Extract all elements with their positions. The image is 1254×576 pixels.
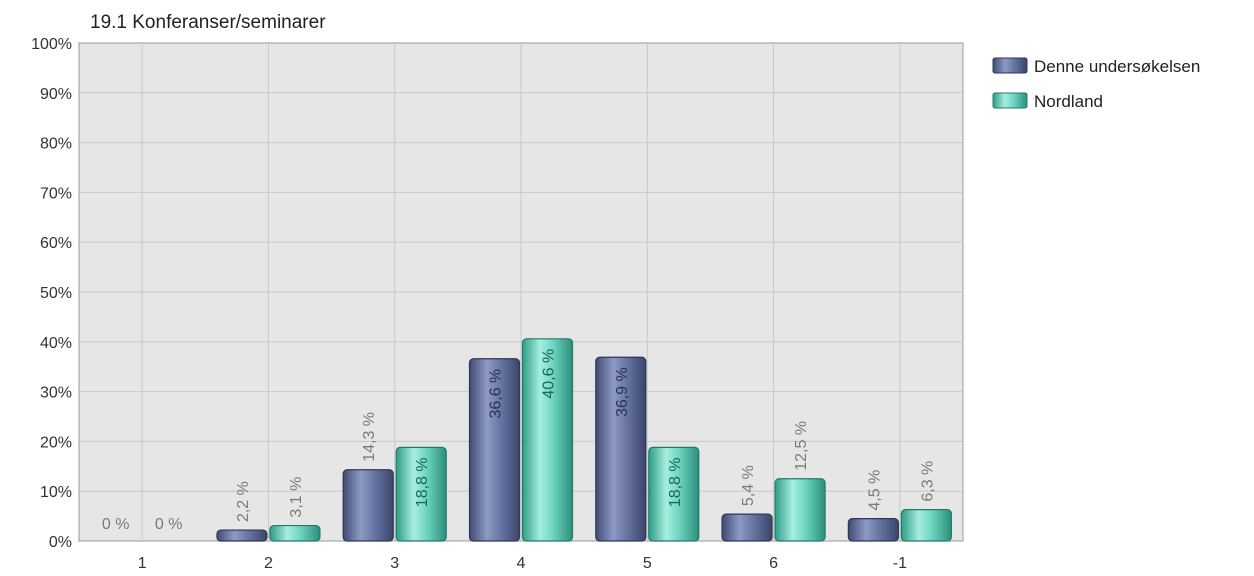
y-tick-label: 50% xyxy=(40,285,72,302)
data-label: 0 % xyxy=(102,516,130,533)
y-tick-label: 80% xyxy=(40,136,72,153)
bar-nordland-3 xyxy=(395,446,447,542)
legend: Denne undersøkelsen Nordland xyxy=(992,57,1200,111)
data-label: 18,8 % xyxy=(667,457,684,507)
x-tick-label: 2 xyxy=(264,555,273,572)
y-tick-label: 40% xyxy=(40,335,72,352)
x-tick-label: 6 xyxy=(769,555,778,572)
data-label: 0 % xyxy=(155,516,183,533)
bar-nordland-4 xyxy=(521,338,574,542)
y-tick-label: 90% xyxy=(40,86,72,103)
bar-denne-4 xyxy=(468,358,521,542)
data-label: 40,6 % xyxy=(541,349,558,399)
y-tick-label: 20% xyxy=(40,434,72,451)
bar-denne-6 xyxy=(721,513,773,542)
bar-denne-2 xyxy=(216,529,268,542)
data-label: 36,9 % xyxy=(614,367,631,417)
legend-swatch xyxy=(992,57,1028,74)
x-tick-label: 1 xyxy=(138,555,147,572)
data-label: 36,6 % xyxy=(488,369,505,419)
y-tick-label: 60% xyxy=(40,235,72,252)
x-axis: 1 2 3 4 5 6 -1 xyxy=(138,555,907,572)
data-labels: 0 % 2,2 % 14,3 % 36,6 % 36,9 % 5,4 % 4,5 % 0 % 3… xyxy=(102,349,937,533)
y-tick-label: 100% xyxy=(31,36,72,53)
data-label: 14,3 % xyxy=(361,412,378,462)
x-tick-label: -1 xyxy=(893,555,907,572)
bar-nordland-5 xyxy=(648,446,700,542)
legend-swatch xyxy=(992,92,1028,109)
data-label: 5,4 % xyxy=(740,465,757,506)
bar-denne--1 xyxy=(847,517,899,542)
x-tick-label: 4 xyxy=(517,555,526,572)
x-tick-label: 5 xyxy=(643,555,652,572)
y-tick-label: 10% xyxy=(40,484,72,501)
y-tick-label: 30% xyxy=(40,385,72,402)
bars xyxy=(216,338,952,542)
data-label: 18,8 % xyxy=(414,457,431,507)
x-tick-label: 3 xyxy=(390,555,399,572)
legend-label: Nordland xyxy=(1034,92,1103,111)
data-label: 2,2 % xyxy=(235,481,252,522)
y-tick-label: 70% xyxy=(40,185,72,202)
y-axis: 0% 10% 20% 30% 40% 50% 60% 70% 80% 90% 100% xyxy=(31,36,72,551)
bar-denne-5 xyxy=(595,356,647,542)
bar-denne-3 xyxy=(342,469,394,542)
y-tick-label: 0% xyxy=(49,534,72,551)
bar-nordland--1 xyxy=(900,509,952,542)
data-label: 4,5 % xyxy=(866,470,883,511)
data-label: 3,1 % xyxy=(288,477,305,518)
bar-nordland-2 xyxy=(269,524,321,542)
chart-title: 19.1 Konferanser/seminarer xyxy=(90,12,326,33)
data-label: 6,3 % xyxy=(919,461,936,502)
bar-nordland-6 xyxy=(774,478,826,542)
data-label: 12,5 % xyxy=(793,421,810,471)
legend-label: Denne undersøkelsen xyxy=(1034,57,1200,76)
